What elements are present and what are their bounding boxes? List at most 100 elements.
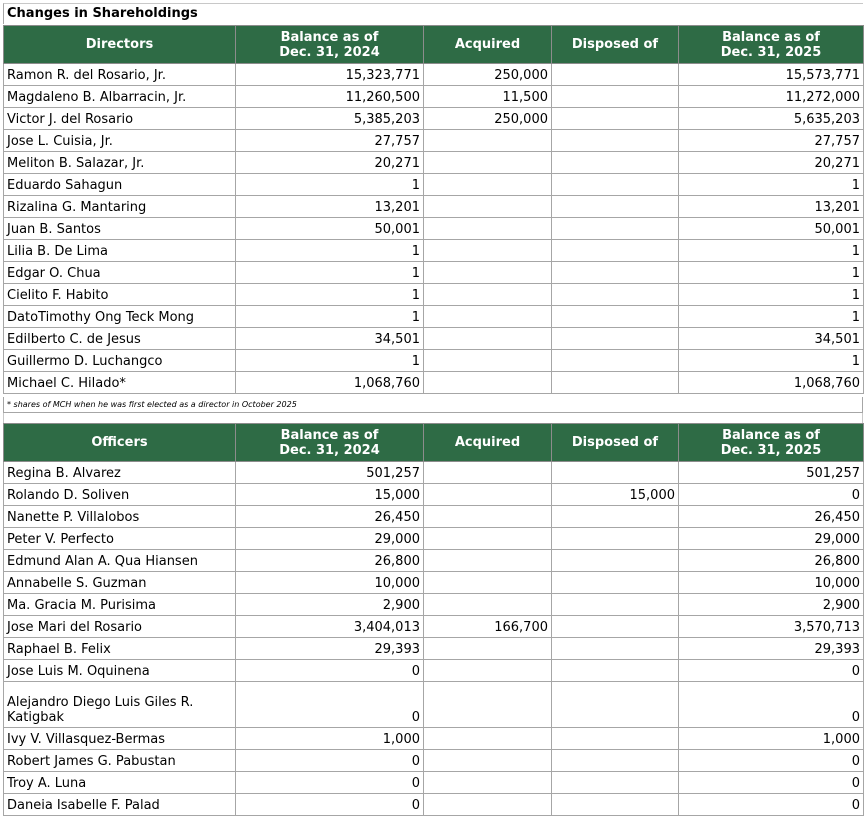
cell-balance-2025: 26,800 bbox=[678, 549, 864, 572]
directors-header-balance-2024: Balance as of Dec. 31, 2024 bbox=[235, 25, 424, 64]
table-row: Edgar O. Chua 1 1 bbox=[3, 261, 864, 284]
table-row: Ivy V. Villasquez-Bermas 1,000 1,000 bbox=[3, 727, 864, 750]
table-row: Victor J. del Rosario 5,385,203 250,000 5,6… bbox=[3, 107, 864, 130]
cell-acquired: 250,000 bbox=[423, 63, 552, 86]
sheet-title: Changes in Shareholdings bbox=[3, 3, 863, 24]
cell-balance-2025: 0 bbox=[678, 483, 864, 506]
cell-acquired bbox=[423, 371, 552, 394]
cell-balance-2024: 1 bbox=[235, 349, 424, 372]
cell-balance-2025: 11,272,000 bbox=[678, 85, 864, 108]
cell-balance-2024: 1,068,760 bbox=[235, 371, 424, 394]
cell-balance-2025: 1 bbox=[678, 349, 864, 372]
officers-header-row: Officers Balance as of Dec. 31, 2024 Acq… bbox=[3, 423, 864, 462]
table-row: Rolando D. Soliven 15,000 15,000 0 bbox=[3, 483, 864, 506]
cell-balance-2024: 2,900 bbox=[235, 593, 424, 616]
table-row: Rizalina G. Mantaring 13,201 13,201 bbox=[3, 195, 864, 218]
cell-balance-2024: 1 bbox=[235, 239, 424, 262]
cell-balance-2024: 15,323,771 bbox=[235, 63, 424, 86]
cell-balance-2024: 0 bbox=[235, 771, 424, 794]
cell-name: Guillermo D. Luchangco bbox=[3, 349, 236, 372]
cell-balance-2025: 26,450 bbox=[678, 505, 864, 528]
table-row: Juan B. Santos 50,001 50,001 bbox=[3, 217, 864, 240]
cell-acquired bbox=[423, 305, 552, 328]
cell-balance-2024: 20,271 bbox=[235, 151, 424, 174]
cell-disposed bbox=[551, 261, 679, 284]
cell-balance-2024: 11,260,500 bbox=[235, 85, 424, 108]
cell-acquired bbox=[423, 637, 552, 660]
cell-disposed bbox=[551, 793, 679, 816]
cell-balance-2025: 1,000 bbox=[678, 727, 864, 750]
officers-header-balance-2024: Balance as of Dec. 31, 2024 bbox=[235, 423, 424, 462]
cell-name: Lilia B. De Lima bbox=[3, 239, 236, 262]
cell-acquired bbox=[423, 261, 552, 284]
cell-acquired bbox=[423, 793, 552, 816]
cell-disposed bbox=[551, 461, 679, 484]
cell-name: Magdaleno B. Albarracin, Jr. bbox=[3, 85, 236, 108]
table-row: Jose Mari del Rosario 3,404,013 166,700 3,5… bbox=[3, 615, 864, 638]
cell-disposed: 15,000 bbox=[551, 483, 679, 506]
cell-acquired bbox=[423, 239, 552, 262]
cell-acquired bbox=[423, 283, 552, 306]
cell-disposed bbox=[551, 527, 679, 550]
cell-disposed bbox=[551, 239, 679, 262]
cell-balance-2025: 50,001 bbox=[678, 217, 864, 240]
cell-balance-2025: 1 bbox=[678, 173, 864, 196]
cell-name: Edmund Alan A. Qua Hiansen bbox=[3, 549, 236, 572]
cell-name: Ramon R. del Rosario, Jr. bbox=[3, 63, 236, 86]
cell-acquired bbox=[423, 593, 552, 616]
cell-acquired bbox=[423, 483, 552, 506]
cell-name: Jose Mari del Rosario bbox=[3, 615, 236, 638]
cell-balance-2025: 1,068,760 bbox=[678, 371, 864, 394]
cell-disposed bbox=[551, 327, 679, 350]
cell-balance-2025: 1 bbox=[678, 283, 864, 306]
cell-acquired bbox=[423, 129, 552, 152]
table-row: Edilberto C. de Jesus 34,501 34,501 bbox=[3, 327, 864, 350]
cell-balance-2024: 15,000 bbox=[235, 483, 424, 506]
directors-header-balance-2025: Balance as of Dec. 31, 2025 bbox=[678, 25, 864, 64]
cell-name: Raphael B. Felix bbox=[3, 637, 236, 660]
cell-balance-2024: 1,000 bbox=[235, 727, 424, 750]
cell-disposed bbox=[551, 637, 679, 660]
table-row: Robert James G. Pabustan 0 0 bbox=[3, 749, 864, 772]
cell-balance-2024: 26,800 bbox=[235, 549, 424, 572]
table-row: Daneia Isabelle F. Palad 0 0 bbox=[3, 793, 864, 816]
table-row: Ramon R. del Rosario, Jr. 15,323,771 250,0… bbox=[3, 63, 864, 86]
cell-balance-2025: 10,000 bbox=[678, 571, 864, 594]
cell-disposed bbox=[551, 85, 679, 108]
cell-balance-2024: 26,450 bbox=[235, 505, 424, 528]
cell-disposed bbox=[551, 505, 679, 528]
officers-header-acquired: Acquired bbox=[423, 423, 552, 462]
cell-name: Eduardo Sahagun bbox=[3, 173, 236, 196]
table-row: Raphael B. Felix 29,393 29,393 bbox=[3, 637, 864, 660]
cell-name: Meliton B. Salazar, Jr. bbox=[3, 151, 236, 174]
cell-balance-2024: 1 bbox=[235, 173, 424, 196]
cell-disposed bbox=[551, 107, 679, 130]
cell-disposed bbox=[551, 571, 679, 594]
table-row: Alejandro Diego Luis Giles R. Katigbak 0 0 bbox=[3, 681, 864, 728]
cell-name: Rolando D. Soliven bbox=[3, 483, 236, 506]
cell-balance-2024: 0 bbox=[235, 681, 424, 728]
cell-balance-2025: 1 bbox=[678, 239, 864, 262]
cell-acquired bbox=[423, 659, 552, 682]
cell-name: Jose Luis M. Oquinena bbox=[3, 659, 236, 682]
cell-balance-2024: 34,501 bbox=[235, 327, 424, 350]
cell-acquired bbox=[423, 217, 552, 240]
cell-acquired bbox=[423, 195, 552, 218]
cell-name: Cielito F. Habito bbox=[3, 283, 236, 306]
cell-disposed bbox=[551, 305, 679, 328]
cell-name: Juan B. Santos bbox=[3, 217, 236, 240]
cell-name: Jose L. Cuisia, Jr. bbox=[3, 129, 236, 152]
cell-balance-2024: 10,000 bbox=[235, 571, 424, 594]
cell-balance-2025: 34,501 bbox=[678, 327, 864, 350]
table-row: Annabelle S. Guzman 10,000 10,000 bbox=[3, 571, 864, 594]
cell-disposed bbox=[551, 63, 679, 86]
cell-acquired: 166,700 bbox=[423, 615, 552, 638]
cell-disposed bbox=[551, 549, 679, 572]
cell-disposed bbox=[551, 771, 679, 794]
cell-balance-2025: 0 bbox=[678, 659, 864, 682]
table-spacer bbox=[3, 413, 863, 424]
table-row: Meliton B. Salazar, Jr. 20,271 20,271 bbox=[3, 151, 864, 174]
cell-name: Edgar O. Chua bbox=[3, 261, 236, 284]
cell-acquired bbox=[423, 327, 552, 350]
